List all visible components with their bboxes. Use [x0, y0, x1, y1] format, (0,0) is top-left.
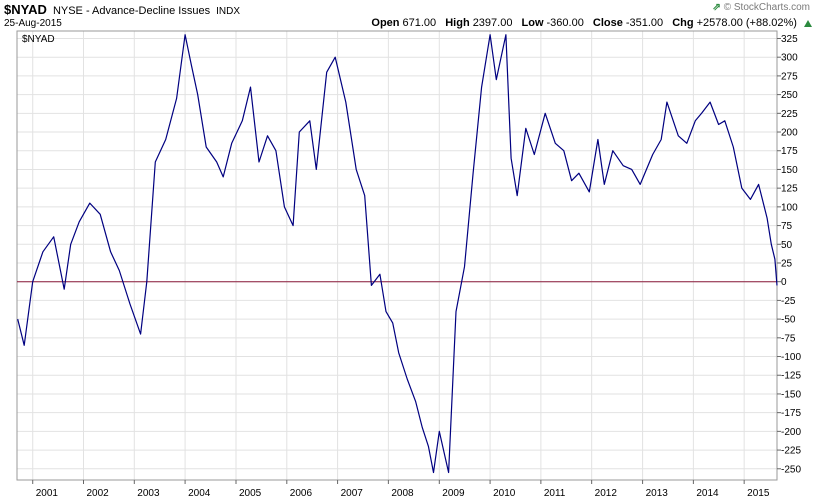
x-tick-label: 2002 — [87, 488, 110, 499]
x-tick-label: 2001 — [36, 488, 59, 499]
change-value: +2578.00 (+88.02%) — [696, 17, 797, 29]
y-tick-label: 225 — [781, 109, 798, 120]
x-tick-label: 2014 — [696, 488, 719, 499]
low-value: -360.00 — [546, 17, 584, 29]
exchange: INDX — [216, 6, 241, 17]
y-tick-label: -250 — [781, 464, 801, 475]
plot-frame — [16, 30, 778, 481]
y-tick-label: -225 — [781, 446, 801, 457]
x-tick-label: 2005 — [239, 488, 262, 499]
y-tick-label: -75 — [781, 333, 796, 344]
y-tick-label: -175 — [781, 408, 801, 419]
x-tick-label: 2009 — [442, 488, 465, 499]
open-label: Open — [371, 17, 400, 29]
y-tick-label: -150 — [781, 389, 801, 400]
y-tick-label: -25 — [781, 296, 796, 307]
x-tick-label: 2006 — [290, 488, 313, 499]
low-label: Low — [521, 17, 544, 29]
y-tick-label: 200 — [781, 128, 798, 139]
y-tick-label: 325 — [781, 34, 798, 45]
close-label: Close — [592, 17, 623, 29]
y-tick-label: -100 — [781, 352, 801, 363]
x-tick-label: 2010 — [493, 488, 516, 499]
series-line-nyad — [17, 34, 778, 474]
y-tick-label: -50 — [781, 315, 796, 326]
change-label: Chg — [672, 17, 694, 29]
ohlc-summary: Open 671.00 High 2397.00 Low -360.00 Close -… — [365, 17, 812, 29]
x-tick-label: 2011 — [544, 488, 566, 499]
y-tick-label: 150 — [781, 165, 798, 176]
symbol-line: $NYAD NYSE - Advance-Decline Issues INDX — [4, 2, 240, 17]
chart-legend-label: $NYAD — [22, 34, 55, 45]
x-tick-label: 2007 — [341, 488, 364, 499]
y-tick-label: 0 — [781, 277, 787, 288]
brand-text: © StockCharts.com — [723, 2, 810, 13]
y-tick-label: 300 — [781, 53, 798, 64]
x-axis: 2001 2002 2003 2004 2005 2006 2007 2008 2009 2010… — [32, 480, 770, 499]
chart-header: $NYAD NYSE - Advance-Decline Issues INDX… — [4, 2, 816, 30]
x-tick-label: 2013 — [646, 488, 669, 499]
symbol: $NYAD — [4, 2, 47, 17]
y-tick-label: 25 — [781, 258, 793, 269]
x-tick-label: 2012 — [595, 488, 618, 499]
brand-logo-icon: ⇗ — [712, 2, 721, 13]
high-value: 2397.00 — [472, 17, 513, 29]
close-value: -351.00 — [625, 17, 664, 29]
x-tick-label: 2008 — [391, 488, 414, 499]
y-tick-label: 50 — [781, 240, 793, 251]
up-arrow-icon — [804, 20, 812, 27]
y-tick-label: 100 — [781, 202, 798, 213]
y-tick-label: 250 — [781, 90, 798, 101]
symbol-name: NYSE - Advance-Decline Issues — [52, 5, 211, 17]
y-tick-label: 125 — [781, 184, 798, 195]
quote-date: 25-Aug-2015 — [4, 18, 62, 29]
x-tick-label: 2003 — [137, 488, 160, 499]
x-tick-label: 2004 — [188, 488, 211, 499]
y-tick-label: 75 — [781, 221, 793, 232]
brand-watermark: ⇗ © StockCharts.com — [713, 2, 810, 13]
grid-layer — [17, 31, 777, 480]
y-tick-label: 275 — [781, 71, 798, 82]
x-tick-label: 2015 — [747, 488, 770, 499]
y-axis: -250-225-200-175-150-125-100-75-50-25025… — [777, 34, 801, 475]
y-tick-label: 175 — [781, 146, 798, 157]
high-label: High — [445, 17, 470, 29]
open-value: 671.00 — [402, 17, 437, 29]
y-tick-label: -125 — [781, 371, 801, 382]
y-tick-label: -200 — [781, 427, 801, 438]
